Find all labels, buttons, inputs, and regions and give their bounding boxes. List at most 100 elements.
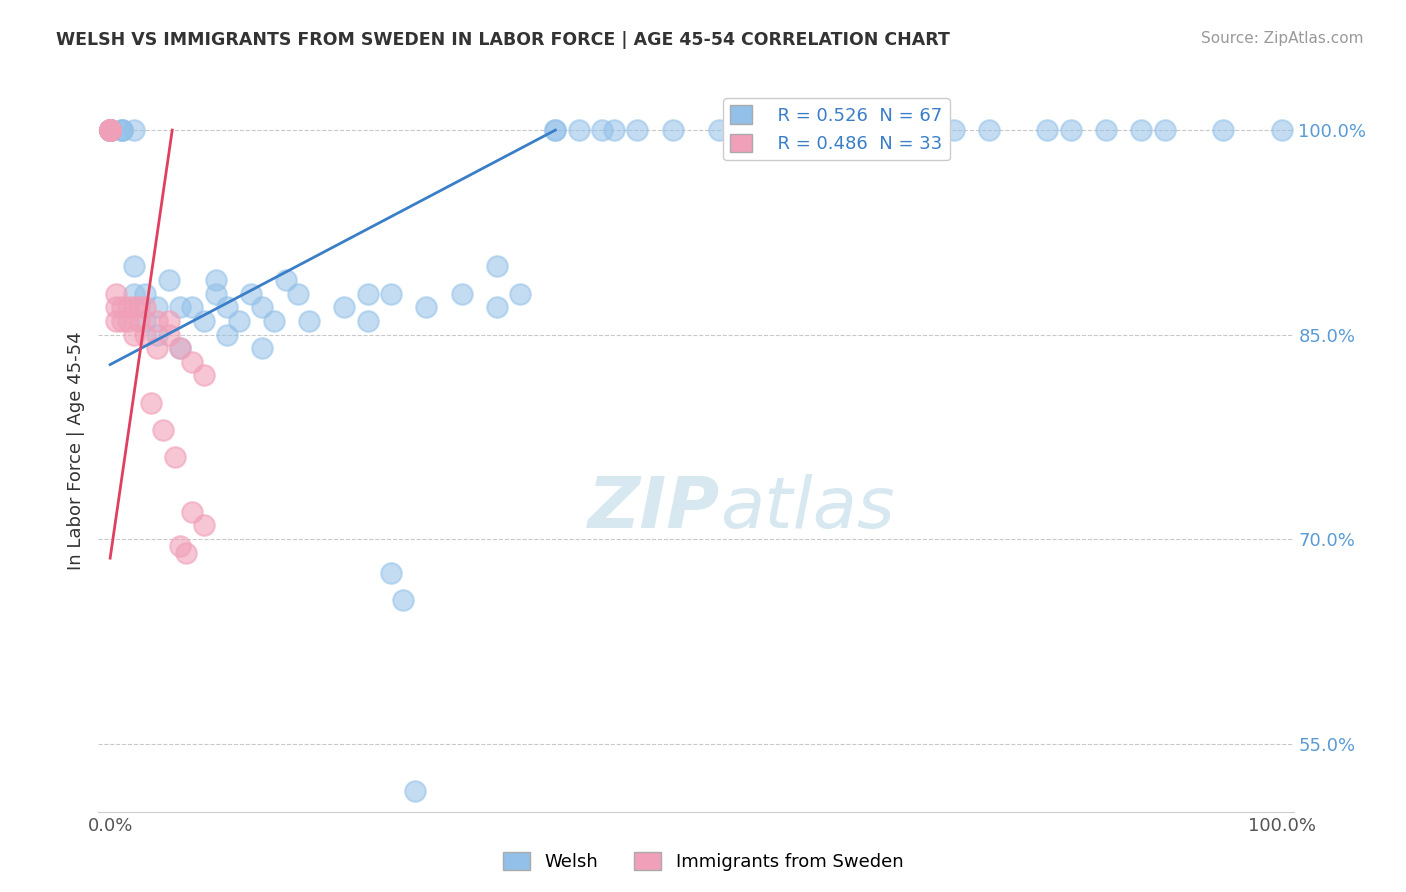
Point bbox=[603, 123, 626, 137]
Point bbox=[111, 123, 134, 137]
Point bbox=[626, 123, 648, 137]
Point bbox=[134, 301, 156, 315]
Point bbox=[122, 286, 145, 301]
Point bbox=[217, 327, 239, 342]
Point bbox=[128, 314, 150, 328]
Point bbox=[134, 327, 156, 342]
Point bbox=[122, 260, 145, 274]
Point bbox=[568, 123, 591, 137]
Legend: Welsh, Immigrants from Sweden: Welsh, Immigrants from Sweden bbox=[495, 845, 911, 879]
Point bbox=[1153, 123, 1175, 137]
Point bbox=[287, 286, 309, 301]
Point bbox=[98, 123, 121, 137]
Point bbox=[146, 314, 169, 328]
Point bbox=[98, 123, 121, 137]
Point bbox=[239, 286, 262, 301]
Point bbox=[298, 314, 321, 328]
Point bbox=[98, 123, 121, 137]
Point bbox=[779, 123, 801, 137]
Point bbox=[98, 123, 121, 137]
Point bbox=[98, 123, 121, 137]
Point bbox=[122, 123, 145, 137]
Point bbox=[509, 286, 531, 301]
Point bbox=[152, 423, 174, 437]
Point bbox=[252, 341, 274, 355]
Legend:   R = 0.526  N = 67,   R = 0.486  N = 33: R = 0.526 N = 67, R = 0.486 N = 33 bbox=[723, 98, 950, 161]
Point bbox=[98, 123, 121, 137]
Point bbox=[1271, 123, 1294, 137]
Point bbox=[415, 301, 437, 315]
Point bbox=[896, 123, 918, 137]
Point bbox=[709, 123, 731, 137]
Point bbox=[450, 286, 472, 301]
Point bbox=[117, 301, 139, 315]
Point bbox=[98, 123, 121, 137]
Point bbox=[744, 123, 766, 137]
Point bbox=[544, 123, 567, 137]
Point bbox=[204, 273, 226, 287]
Point bbox=[217, 301, 239, 315]
Point bbox=[860, 123, 883, 137]
Point bbox=[105, 314, 128, 328]
Point bbox=[174, 546, 197, 560]
Point bbox=[146, 327, 169, 342]
Point bbox=[181, 355, 204, 369]
Point bbox=[169, 539, 191, 553]
Point bbox=[274, 273, 297, 287]
Point bbox=[591, 123, 613, 137]
Point bbox=[157, 273, 180, 287]
Point bbox=[181, 301, 204, 315]
Point bbox=[661, 123, 683, 137]
Text: ZIP: ZIP bbox=[588, 474, 720, 542]
Point bbox=[404, 784, 426, 798]
Point bbox=[157, 314, 180, 328]
Point bbox=[263, 314, 285, 328]
Text: atlas: atlas bbox=[720, 474, 894, 542]
Text: WELSH VS IMMIGRANTS FROM SWEDEN IN LABOR FORCE | AGE 45-54 CORRELATION CHART: WELSH VS IMMIGRANTS FROM SWEDEN IN LABOR… bbox=[56, 31, 950, 49]
Point bbox=[801, 123, 824, 137]
Point bbox=[380, 286, 402, 301]
Point bbox=[193, 314, 215, 328]
Point bbox=[111, 123, 134, 137]
Point bbox=[111, 314, 134, 328]
Point bbox=[357, 286, 380, 301]
Point bbox=[544, 123, 567, 137]
Point bbox=[134, 286, 156, 301]
Point bbox=[117, 314, 139, 328]
Point bbox=[1060, 123, 1083, 137]
Point bbox=[146, 301, 169, 315]
Text: Source: ZipAtlas.com: Source: ZipAtlas.com bbox=[1201, 31, 1364, 46]
Point bbox=[228, 314, 250, 328]
Point bbox=[1212, 123, 1234, 137]
Point bbox=[169, 341, 191, 355]
Point bbox=[392, 593, 415, 607]
Point bbox=[122, 327, 145, 342]
Point bbox=[111, 301, 134, 315]
Point bbox=[252, 301, 274, 315]
Point bbox=[111, 123, 134, 137]
Y-axis label: In Labor Force | Age 45-54: In Labor Force | Age 45-54 bbox=[66, 331, 84, 570]
Point bbox=[128, 301, 150, 315]
Point bbox=[485, 260, 508, 274]
Point bbox=[98, 123, 121, 137]
Point bbox=[1036, 123, 1059, 137]
Point bbox=[977, 123, 1000, 137]
Point bbox=[1130, 123, 1153, 137]
Point bbox=[485, 301, 508, 315]
Point bbox=[333, 301, 356, 315]
Point bbox=[193, 368, 215, 383]
Point bbox=[1095, 123, 1118, 137]
Point bbox=[380, 566, 402, 581]
Point bbox=[169, 341, 191, 355]
Point bbox=[357, 314, 380, 328]
Point bbox=[204, 286, 226, 301]
Point bbox=[98, 123, 121, 137]
Point bbox=[105, 286, 128, 301]
Point bbox=[163, 450, 186, 465]
Point bbox=[157, 327, 180, 342]
Point bbox=[169, 301, 191, 315]
Point bbox=[181, 505, 204, 519]
Point bbox=[942, 123, 965, 137]
Point bbox=[146, 341, 169, 355]
Point bbox=[98, 123, 121, 137]
